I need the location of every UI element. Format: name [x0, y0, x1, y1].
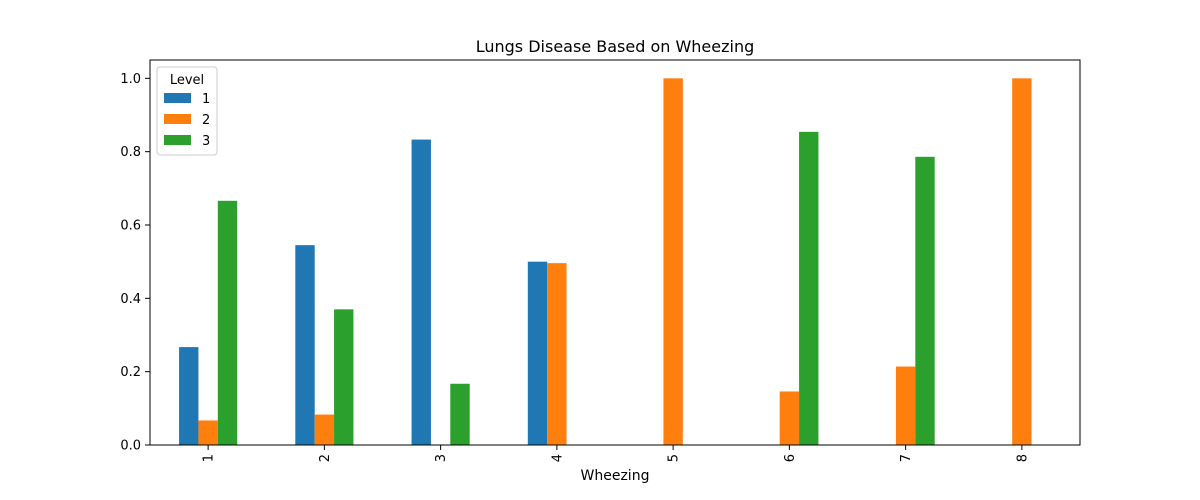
x-tick-label: 7: [899, 454, 914, 462]
x-axis: 1 2 3 4 5 6 7 8: [202, 445, 1030, 462]
legend-entry: 3: [202, 134, 210, 149]
bar-level-3-wheezing-6: [799, 131, 819, 445]
x-tick-label: 3: [434, 454, 449, 462]
plot-frame: [149, 59, 1081, 446]
bar-level-3-wheezing-2: [334, 309, 354, 445]
y-tick-label: 0.6: [120, 219, 141, 234]
legend-title: Level: [170, 73, 204, 88]
x-tick-label: 4: [550, 454, 565, 462]
bars: [179, 78, 1032, 446]
y-tick-label: 0.4: [120, 292, 141, 307]
bar-level-2-wheezing-7: [895, 366, 916, 445]
y-axis: 0.0 0.2 0.4 0.6 0.8 1.0: [120, 72, 150, 454]
legend-swatch: [164, 93, 191, 103]
x-tick-label: 8: [1015, 454, 1030, 462]
bar-level-3-wheezing-7: [915, 156, 935, 446]
legend-box: [156, 66, 218, 156]
bar-level-2-wheezing-8: [1012, 78, 1032, 445]
bar-level-2-wheezing-5: [663, 78, 683, 445]
x-tick-label: 2: [318, 454, 333, 462]
x-axis-label: Wheezing: [581, 468, 650, 484]
legend-entry: 2: [202, 113, 210, 128]
bar-level-1-wheezing-3: [411, 139, 431, 446]
bar-level-1-wheezing-2: [295, 245, 315, 445]
legend-swatch: [164, 135, 191, 145]
x-tick-label: 5: [667, 454, 682, 462]
legend-swatch: [164, 114, 191, 124]
bar-level-1-wheezing-1: [179, 347, 199, 445]
bar-level-2-wheezing-2: [314, 414, 335, 445]
chart-title: Lungs Disease Based on Wheezing: [476, 37, 755, 56]
bar-level-2-wheezing-6: [779, 391, 800, 445]
bar-level-2-wheezing-4: [547, 263, 567, 445]
y-tick-label: 0.2: [120, 365, 141, 380]
legend: Level 1 2 3: [156, 66, 218, 156]
x-tick-label: 6: [783, 454, 798, 462]
x-tick-label: 1: [202, 454, 217, 462]
y-tick-label: 1.0: [120, 72, 141, 87]
y-tick-label: 0.0: [120, 439, 141, 454]
bar-level-1-wheezing-4: [527, 261, 548, 445]
bar-level-2-wheezing-1: [198, 420, 218, 445]
bar-level-3-wheezing-3: [450, 383, 470, 445]
legend-entry: 1: [202, 92, 210, 107]
bar-level-3-wheezing-1: [217, 200, 238, 445]
y-tick-label: 0.8: [120, 145, 141, 160]
